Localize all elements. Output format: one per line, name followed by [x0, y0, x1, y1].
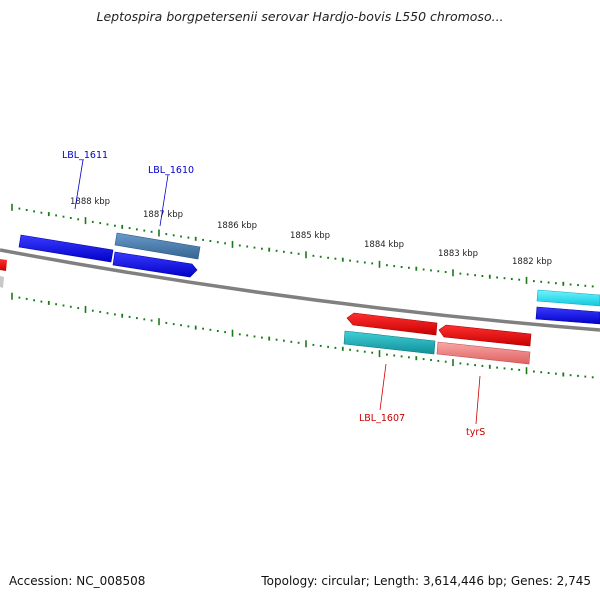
lower-ruler	[11, 292, 594, 379]
upper-ruler	[11, 203, 594, 288]
leader-tyrS	[475, 375, 481, 425]
ruler-label-1882: 1882 kbp	[512, 257, 552, 267]
accession-text: Accession: NC_008508	[9, 574, 146, 588]
gene-tyrS-red[interactable]	[438, 324, 532, 347]
gene-lbl-1611[interactable]	[18, 234, 114, 263]
gene-lbl-1607[interactable]	[343, 330, 436, 355]
gene-label-lbl-1611[interactable]: LBL_1611	[62, 150, 108, 161]
gene-upper-blue-2[interactable]	[112, 251, 198, 278]
map-title: Leptospira borgpetersenii serovar Hardjo…	[96, 9, 504, 24]
summary-text: Topology: circular; Length: 3,614,446 bp…	[261, 574, 591, 588]
ruler-label-1885: 1885 kbp	[290, 231, 330, 241]
gene-cyan-right[interactable]	[536, 289, 600, 307]
ruler-labels: 1888 kbp 1887 kbp 1886 kbp 1885 kbp 1884…	[70, 197, 552, 267]
gene-upper-grey-edge[interactable]	[0, 276, 4, 288]
ruler-label-1888: 1888 kbp	[70, 197, 110, 207]
gene-label-lbl-1607[interactable]: LBL_1607	[359, 413, 405, 424]
gene-lbl-1610[interactable]	[114, 232, 201, 260]
gene-tyrS[interactable]	[436, 341, 531, 365]
leader-lbl-1607	[379, 363, 387, 411]
ruler-label-1884: 1884 kbp	[364, 240, 404, 250]
ruler-label-1883: 1883 kbp	[438, 249, 478, 259]
chromosome-backbone	[0, 248, 600, 332]
gene-upper-red-edge[interactable]	[0, 259, 7, 271]
leader-lbl-1611	[74, 159, 84, 210]
ruler-label-1887: 1887 kbp	[143, 210, 183, 220]
gene-label-tyrS[interactable]: tyrS	[466, 427, 485, 438]
gene-lower-red-1[interactable]	[346, 312, 438, 336]
gene-blue-right[interactable]	[535, 306, 600, 325]
ruler-label-1886: 1886 kbp	[217, 221, 257, 231]
leader-lbl-1610	[159, 174, 169, 227]
gene-label-lbl-1610[interactable]: LBL_1610	[148, 165, 194, 176]
